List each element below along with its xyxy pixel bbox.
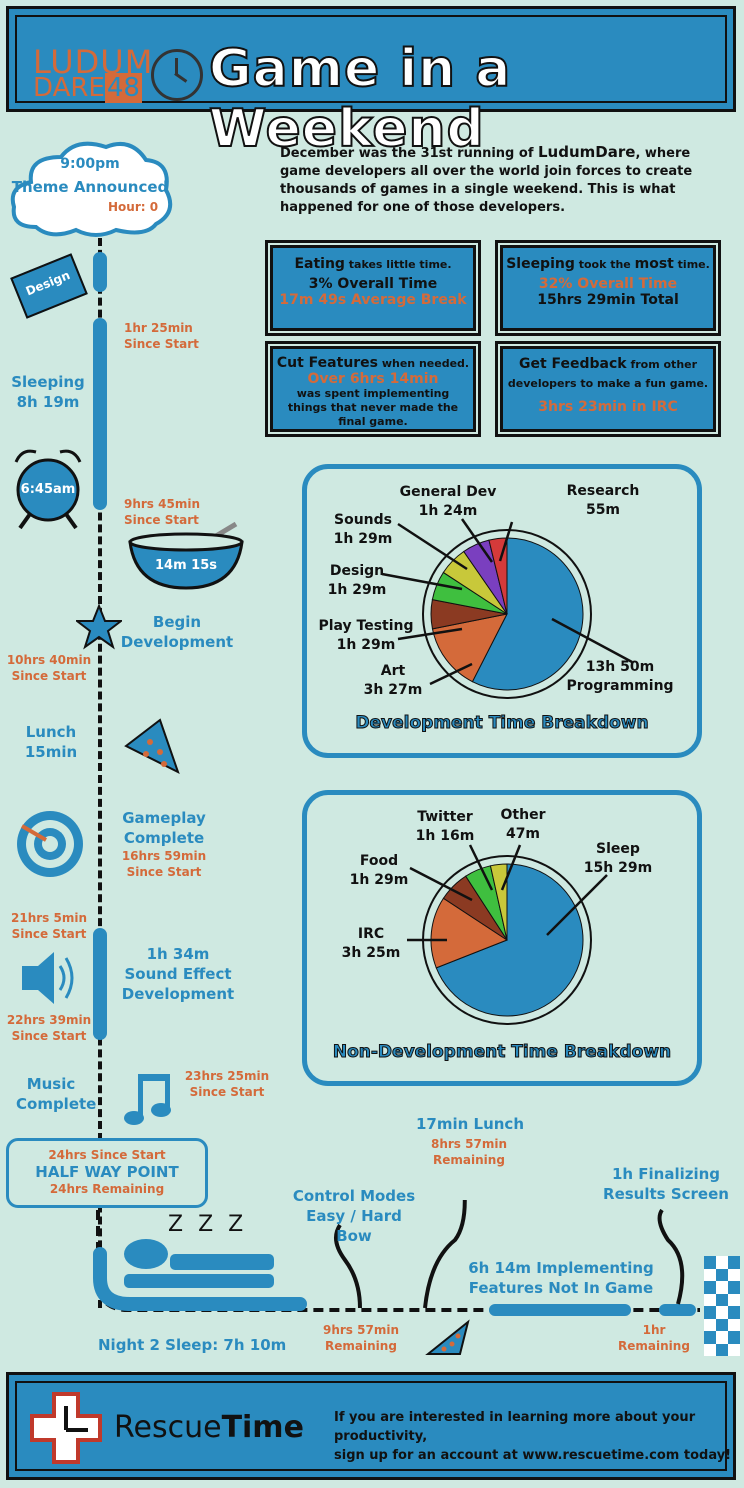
dev-label-design: Design 1h 29m [327, 563, 387, 598]
breakfast-duration: 14m 15s [155, 558, 217, 573]
alarm-time: 6:45am [20, 482, 76, 497]
alarm-clock-icon [14, 449, 82, 530]
timeline-dashed-line [98, 238, 102, 1308]
time-9hrs57: 9hrs 57min Remaining [323, 1323, 399, 1353]
implementing-features-label: 6h 14m Implementing Features Not In Game [468, 1259, 654, 1297]
gameplay-complete-label: Gameplay Complete [122, 809, 206, 847]
dev-label-general-dev: General Dev 1h 24m [399, 484, 497, 519]
halfway-point-box: 24hrs Since Start HALF WAY POINT 24hrs R… [6, 1138, 208, 1208]
development-pie-chart [381, 518, 633, 699]
time-8hrs57: 8hrs 57min Remaining [431, 1137, 507, 1167]
lunch-17min-label: 17min Lunch [415, 1115, 525, 1133]
design-bar [93, 252, 107, 292]
time-21hrs5: 21hrs 5min Since Start [11, 911, 87, 941]
page-title: Game in a Weekend [208, 38, 512, 160]
footer-cta: If you are interested in learning more a… [334, 1410, 732, 1463]
nondev-label-other: Other 47m [500, 807, 546, 842]
time-16hrs59: 16hrs 59min Since Start [121, 849, 207, 879]
time-22hrs39: 22hrs 39min Since Start [6, 1013, 92, 1043]
finalizing-results-label: 1h Finalizing Results Screen [603, 1165, 729, 1203]
sleeping-bar [93, 318, 107, 510]
pizza-slice-icon [124, 718, 180, 774]
nondev-chart-title: Non-Development Time Breakdown [332, 1042, 672, 1063]
rescuetime-logo-icon [30, 1392, 102, 1464]
dev-chart-title: Development Time Breakdown [355, 713, 649, 734]
target-icon [17, 811, 83, 877]
checkered-flag-icon [704, 1256, 740, 1356]
zzz-text: Z Z Z [168, 1212, 248, 1237]
header-banner: LUDUM DARE48 Game in a Weekend [6, 6, 736, 160]
timeline-bottom-path [93, 1200, 700, 1316]
rescuetime-brand: RescueTime [114, 1410, 304, 1445]
time-23hrs25: 23hrs 25min Since Start [184, 1069, 270, 1099]
clock-icon [151, 49, 203, 101]
star-icon [76, 604, 122, 650]
pie-slice-irc [430, 897, 509, 969]
pie-slice-other [489, 863, 508, 941]
dev-label-programming: 13h 50m Programming [566, 659, 674, 694]
sleeping-stat-box: Sleeping took the most time. 32% Overall… [498, 243, 718, 333]
cut-features-stat-box: Cut Features when needed. Over 6hrs 14mi… [268, 344, 478, 434]
dev-label-art: Art 3h 27m [363, 663, 423, 698]
pie-slice-programming [471, 537, 584, 691]
dev-label-sounds: Sounds 1h 29m [333, 512, 393, 547]
nondev-label-sleep: Sleep 15h 29m [583, 841, 653, 876]
dev-label-play-testing: Play Testing 1h 29m [318, 618, 414, 653]
time-1hr-remaining: 1hr Remaining [618, 1323, 690, 1353]
pie-slice-sleep [435, 863, 584, 1017]
cloud-title: Theme Announced [11, 178, 169, 196]
nondev-label-twitter: Twitter 1h 16m [415, 809, 475, 844]
speaker-icon [22, 952, 74, 1004]
nondev-label-irc: IRC 3h 25m [341, 926, 401, 961]
time-10hrs40: 10hrs 40min Since Start [6, 653, 92, 683]
intro-text: December was the 31st running of LudumDa… [280, 143, 693, 215]
nondev-label-food: Food 1h 29m [349, 853, 409, 888]
footer-banner [6, 1372, 736, 1480]
time-9hrs45: 9hrs 45min Since Start [124, 497, 200, 527]
pizza-slice-small-icon [425, 1319, 470, 1355]
cloud-icon [10, 141, 173, 237]
dev-label-research: Research 55m [566, 483, 640, 518]
cereal-bowl-icon [128, 521, 244, 590]
begin-development-label: Begin Development [120, 613, 234, 651]
bed-icon [124, 1239, 274, 1288]
cloud-time: 9:00pm [60, 156, 120, 172]
music-note-icon [124, 1074, 171, 1125]
time-1hr25: 1hr 25min Since Start [124, 321, 199, 351]
music-complete-label: Music Complete [16, 1075, 97, 1113]
night-2-sleep-label: Night 2 Sleep: 7h 10m [98, 1336, 287, 1354]
non-development-pie-chart [407, 844, 608, 1025]
lunch-label: Lunch 15min [24, 723, 78, 761]
cloud-hour: Hour: 0 [108, 200, 159, 214]
feedback-stat-box: Get Feedback from other developers to ma… [498, 344, 718, 434]
sound-effect-label: 1h 34m Sound Effect Development [121, 945, 235, 1003]
sound-effect-bar [93, 928, 107, 1040]
sleeping-label: Sleeping 8h 19m [11, 373, 85, 411]
eating-stat-box: Eating takes little time. 3% Overall Tim… [268, 243, 478, 333]
control-modes-label: Control Modes Easy / Hard Bow [292, 1187, 416, 1245]
ludum-logo-bottom: DARE48 [33, 73, 142, 103]
design-paper-icon: Design [10, 253, 88, 319]
